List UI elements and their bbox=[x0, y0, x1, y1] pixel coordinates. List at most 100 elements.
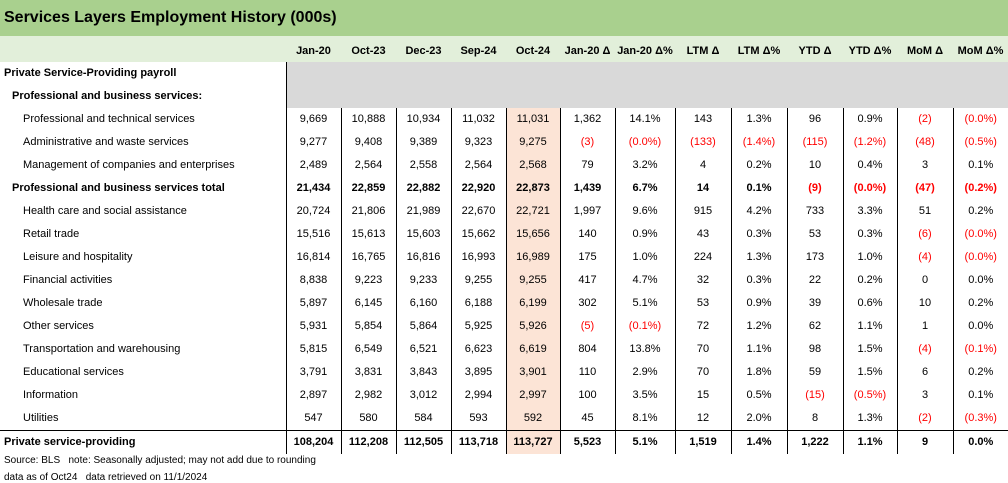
cell-jan-20[interactable]: 1.0% bbox=[614, 246, 675, 269]
section-header-private[interactable]: Private Service-Providing payroll bbox=[4, 67, 177, 79]
cell-mom[interactable]: 3 bbox=[896, 384, 953, 407]
cell-oct-24[interactable]: 592 bbox=[505, 407, 560, 431]
cell-ytd[interactable]: 53 bbox=[786, 223, 843, 246]
cell-dec-23[interactable]: 5,864 bbox=[395, 315, 451, 338]
column-header[interactable]: MoM Δ bbox=[906, 45, 943, 57]
cell-jan-20[interactable]: 5.1% bbox=[614, 292, 675, 315]
cell-mom[interactable]: (47) bbox=[896, 177, 953, 200]
cell-ltm[interactable]: 72 bbox=[674, 315, 731, 338]
cell-ytd[interactable]: 1.1% bbox=[842, 430, 897, 454]
cell-jan-20[interactable]: 9,669 bbox=[285, 108, 341, 131]
cell-sep-24[interactable]: 16,993 bbox=[450, 246, 506, 269]
cell-sep-24[interactable]: 9,323 bbox=[450, 131, 506, 154]
row-label[interactable]: Private service-providing bbox=[0, 430, 286, 454]
cell-ltm[interactable]: 1.4% bbox=[730, 430, 787, 454]
cell-ytd[interactable]: 0.4% bbox=[842, 154, 897, 177]
cell-sep-24[interactable]: 22,920 bbox=[450, 177, 506, 200]
column-header[interactable]: Oct-23 bbox=[351, 45, 386, 57]
row-label[interactable]: Educational services bbox=[23, 366, 124, 378]
cell-jan-20[interactable]: 1,362 bbox=[559, 108, 615, 131]
cell-dec-23[interactable]: 22,882 bbox=[395, 177, 451, 200]
cell-jan-20[interactable]: 8,838 bbox=[285, 269, 341, 292]
cell-mom[interactable]: (0.5%) bbox=[952, 131, 1008, 154]
cell-jan-20[interactable]: 9.6% bbox=[614, 200, 675, 223]
cell-mom[interactable]: (2) bbox=[896, 407, 953, 431]
cell-mom[interactable]: 3 bbox=[896, 154, 953, 177]
cell-mom[interactable]: (0.0%) bbox=[952, 223, 1008, 246]
cell-oct-24[interactable]: 3,901 bbox=[505, 361, 560, 384]
cell-oct-23[interactable]: 15,613 bbox=[340, 223, 396, 246]
cell-ytd[interactable]: 59 bbox=[786, 361, 843, 384]
column-header[interactable]: Jan-20 Δ% bbox=[617, 45, 673, 57]
cell-jan-20[interactable]: (0.1%) bbox=[614, 315, 675, 338]
cell-dec-23[interactable]: 3,843 bbox=[395, 361, 451, 384]
cell-ltm[interactable]: 4.2% bbox=[730, 200, 787, 223]
cell-ltm[interactable]: 0.1% bbox=[730, 177, 787, 200]
cell-jan-20[interactable]: 5,523 bbox=[559, 430, 615, 454]
row-label[interactable]: Leisure and hospitality bbox=[23, 251, 133, 263]
cell-oct-23[interactable]: 3,831 bbox=[340, 361, 396, 384]
cell-oct-23[interactable]: 5,854 bbox=[340, 315, 396, 338]
cell-oct-23[interactable]: 22,859 bbox=[340, 177, 396, 200]
cell-mom[interactable]: (0.3%) bbox=[952, 407, 1008, 431]
cell-ytd[interactable]: 8 bbox=[786, 407, 843, 431]
cell-ltm[interactable]: 14 bbox=[674, 177, 731, 200]
cell-oct-24[interactable]: 9,255 bbox=[505, 269, 560, 292]
cell-jan-20[interactable]: 1,997 bbox=[559, 200, 615, 223]
cell-ytd[interactable]: (9) bbox=[786, 177, 843, 200]
cell-sep-24[interactable]: 6,188 bbox=[450, 292, 506, 315]
cell-oct-24[interactable]: 6,199 bbox=[505, 292, 560, 315]
cell-oct-23[interactable]: 6,549 bbox=[340, 338, 396, 361]
cell-sep-24[interactable]: 9,255 bbox=[450, 269, 506, 292]
cell-oct-23[interactable]: 21,806 bbox=[340, 200, 396, 223]
cell-sep-24[interactable]: 11,032 bbox=[450, 108, 506, 131]
cell-ltm[interactable]: 915 bbox=[674, 200, 731, 223]
cell-oct-24[interactable]: 22,873 bbox=[505, 177, 560, 200]
row-label[interactable]: Administrative and waste services bbox=[23, 136, 189, 148]
cell-ytd[interactable]: 1,222 bbox=[786, 430, 843, 454]
cell-sep-24[interactable]: 6,623 bbox=[450, 338, 506, 361]
cell-jan-20[interactable]: 4.7% bbox=[614, 269, 675, 292]
cell-sep-24[interactable]: 593 bbox=[450, 407, 506, 431]
cell-jan-20[interactable]: 21,434 bbox=[285, 177, 341, 200]
cell-oct-24[interactable]: 5,926 bbox=[505, 315, 560, 338]
cell-ltm[interactable]: 1.3% bbox=[730, 246, 787, 269]
column-header[interactable]: Jan-20 bbox=[296, 45, 331, 57]
cell-ytd[interactable]: 1.1% bbox=[842, 315, 897, 338]
cell-ytd[interactable]: 0.9% bbox=[842, 108, 897, 131]
cell-mom[interactable]: (0.0%) bbox=[952, 246, 1008, 269]
cell-mom[interactable]: 0.0% bbox=[952, 269, 1008, 292]
cell-jan-20[interactable]: 9,277 bbox=[285, 131, 341, 154]
column-header[interactable]: LTM Δ bbox=[686, 45, 720, 57]
cell-ltm[interactable]: 53 bbox=[674, 292, 731, 315]
cell-mom[interactable]: (2) bbox=[896, 108, 953, 131]
cell-jan-20[interactable]: (5) bbox=[559, 315, 615, 338]
cell-oct-24[interactable]: 113,727 bbox=[505, 430, 560, 454]
cell-ytd[interactable]: 22 bbox=[786, 269, 843, 292]
cell-mom[interactable]: (0.1%) bbox=[952, 338, 1008, 361]
cell-dec-23[interactable]: 9,233 bbox=[395, 269, 451, 292]
cell-oct-24[interactable]: 9,275 bbox=[505, 131, 560, 154]
cell-jan-20[interactable]: 13.8% bbox=[614, 338, 675, 361]
cell-jan-20[interactable]: (3) bbox=[559, 131, 615, 154]
cell-oct-23[interactable]: 16,765 bbox=[340, 246, 396, 269]
cell-oct-23[interactable]: 2,564 bbox=[340, 154, 396, 177]
cell-mom[interactable]: 0.2% bbox=[952, 292, 1008, 315]
cell-mom[interactable]: 0.0% bbox=[952, 315, 1008, 338]
cell-ytd[interactable]: 62 bbox=[786, 315, 843, 338]
cell-dec-23[interactable]: 9,389 bbox=[395, 131, 451, 154]
cell-oct-24[interactable]: 11,031 bbox=[505, 108, 560, 131]
row-label[interactable]: Professional and business services total bbox=[12, 182, 225, 194]
cell-ytd[interactable]: 1.3% bbox=[842, 407, 897, 431]
cell-jan-20[interactable]: 100 bbox=[559, 384, 615, 407]
cell-ytd[interactable]: 3.3% bbox=[842, 200, 897, 223]
row-label[interactable]: Other services bbox=[23, 320, 94, 332]
cell-dec-23[interactable]: 15,603 bbox=[395, 223, 451, 246]
cell-ltm[interactable]: 70 bbox=[674, 338, 731, 361]
cell-oct-24[interactable]: 22,721 bbox=[505, 200, 560, 223]
cell-mom[interactable]: 10 bbox=[896, 292, 953, 315]
cell-jan-20[interactable]: 175 bbox=[559, 246, 615, 269]
cell-ltm[interactable]: 143 bbox=[674, 108, 731, 131]
cell-ltm[interactable]: 2.0% bbox=[730, 407, 787, 431]
cell-oct-23[interactable]: 10,888 bbox=[340, 108, 396, 131]
